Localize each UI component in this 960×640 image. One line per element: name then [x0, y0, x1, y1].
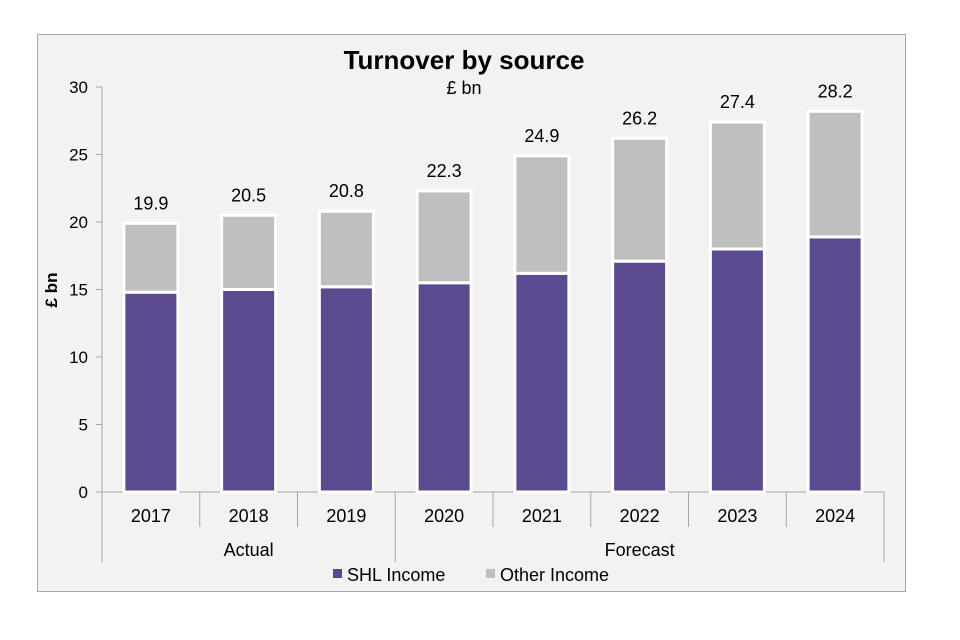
- bar-shl-income: [611, 259, 669, 494]
- bar-shl-income: [513, 271, 571, 494]
- bar-other-income: [806, 109, 864, 239]
- legend-swatch-other-income: [486, 569, 495, 578]
- bar-other-income: [611, 136, 669, 263]
- y-tick-label: 20: [69, 213, 88, 232]
- x-category-label: 2021: [522, 506, 562, 526]
- legend-label: Other Income: [500, 565, 609, 585]
- x-category-label: 2022: [620, 506, 660, 526]
- bar-total-label: 22.3: [427, 161, 462, 181]
- y-tick-label: 10: [69, 348, 88, 367]
- y-tick-label: 30: [69, 78, 88, 97]
- x-category-label: 2023: [717, 506, 757, 526]
- legend-swatch-shl-income: [333, 569, 342, 578]
- bar-total-label: 27.4: [720, 92, 755, 112]
- y-tick-label: 5: [79, 416, 88, 435]
- bar-other-income: [317, 209, 375, 289]
- chart-title: Turnover by source: [344, 45, 585, 75]
- bar-total-label: 24.9: [524, 126, 559, 146]
- bar-other-income: [122, 221, 180, 294]
- y-tick-label: 25: [69, 146, 88, 165]
- x-category-label: 2018: [229, 506, 269, 526]
- bar-shl-income: [220, 288, 278, 494]
- bar-total-label: 20.5: [231, 185, 266, 205]
- bar-shl-income: [317, 285, 375, 494]
- bar-other-income: [220, 213, 278, 291]
- bar-other-income: [513, 154, 571, 275]
- bar-other-income: [415, 189, 473, 285]
- x-category-label: 2017: [131, 506, 171, 526]
- bar-total-label: 26.2: [622, 108, 657, 128]
- bar-shl-income: [708, 247, 766, 494]
- y-tick-label: 0: [79, 483, 88, 502]
- bar-total-label: 20.8: [329, 181, 364, 201]
- y-tick-label: 15: [69, 281, 88, 300]
- y-axis-label: £ bn: [42, 273, 61, 308]
- bar-total-label: 28.2: [818, 81, 853, 101]
- chart-subtitle: £ bn: [446, 78, 481, 98]
- bar-total-label: 19.9: [133, 193, 168, 213]
- bar-shl-income: [415, 281, 473, 494]
- bar-other-income: [708, 120, 766, 251]
- x-group-label: Actual: [224, 540, 274, 560]
- x-group-label: Forecast: [605, 540, 675, 560]
- x-category-label: 2019: [326, 506, 366, 526]
- bar-shl-income: [806, 235, 864, 494]
- x-category-label: 2024: [815, 506, 855, 526]
- bar-shl-income: [122, 290, 180, 494]
- x-category-label: 2020: [424, 506, 464, 526]
- legend-label: SHL Income: [347, 565, 445, 585]
